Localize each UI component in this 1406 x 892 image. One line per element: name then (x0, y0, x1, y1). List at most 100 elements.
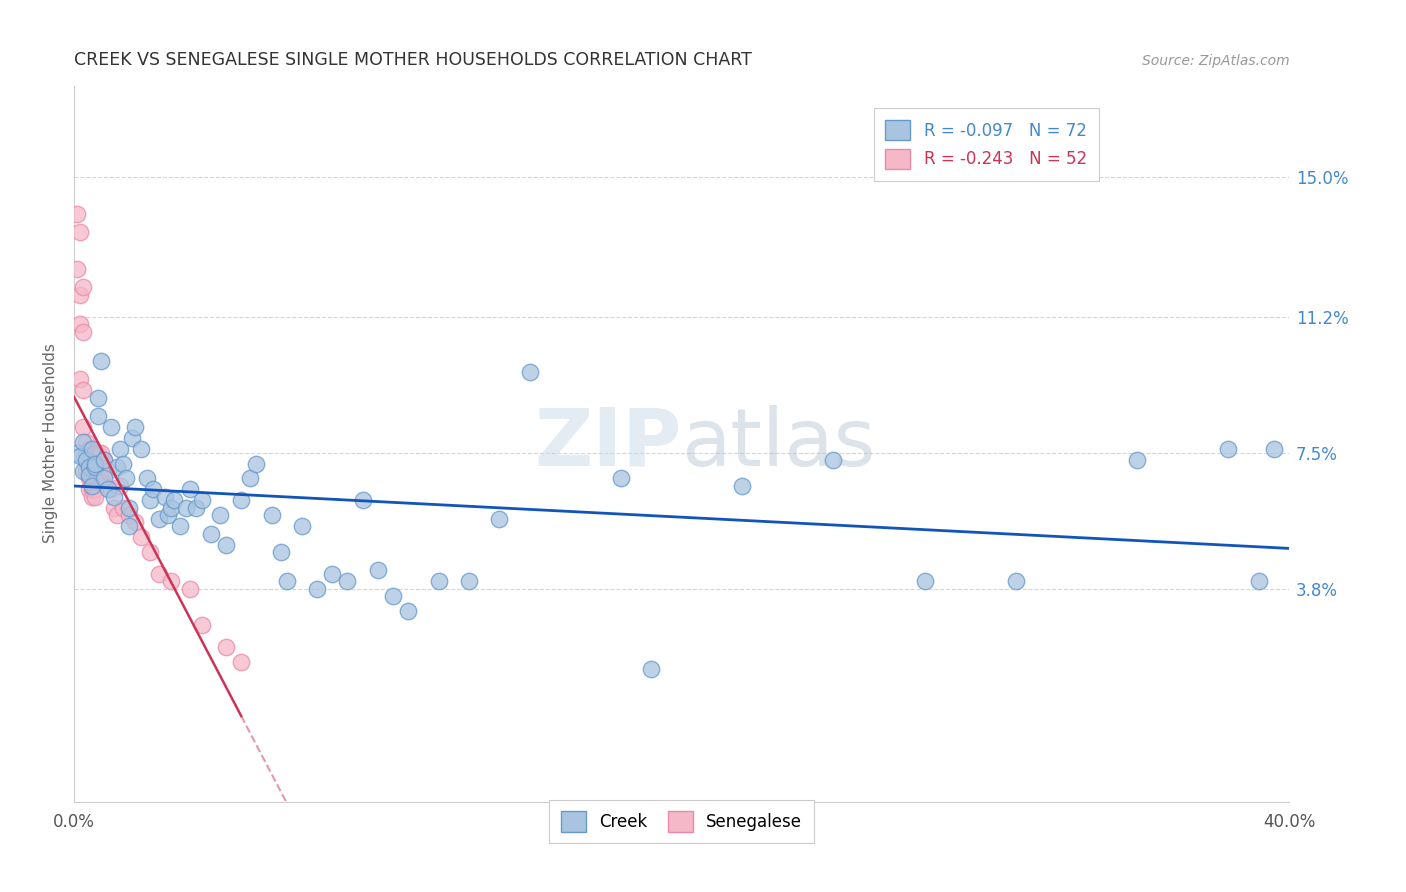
Point (176, 500, 198, 515)
Point (82, 442, 104, 456)
Point (84, 457, 107, 471)
Point (200, 526, 222, 541)
Point (77, 471, 100, 485)
Point (276, 574, 298, 589)
Point (77, 457, 100, 471)
Point (488, 512, 510, 526)
Text: Source: ZipAtlas.com: Source: ZipAtlas.com (1142, 54, 1289, 68)
Point (396, 604, 419, 618)
Point (69, 450, 91, 464)
Point (142, 483, 165, 497)
Point (208, 508, 231, 523)
Point (69, 226, 91, 240)
Point (245, 457, 267, 471)
Point (291, 519, 314, 533)
Point (66, 262, 89, 277)
Point (82, 450, 104, 464)
Point (105, 460, 128, 475)
Point (1218, 442, 1240, 456)
Point (93, 471, 115, 485)
Point (336, 574, 359, 589)
Point (260, 508, 283, 523)
Point (190, 493, 212, 508)
Point (69, 317, 91, 331)
Point (82, 490, 104, 504)
Point (124, 516, 146, 530)
Point (270, 545, 292, 559)
Point (66, 446, 89, 460)
Point (75, 464, 97, 478)
Point (914, 574, 936, 589)
Point (82, 479, 104, 493)
Point (190, 618, 212, 632)
Point (169, 519, 191, 533)
Point (75, 453, 97, 467)
Point (118, 500, 141, 515)
Point (118, 519, 141, 533)
Text: ZIP: ZIP (534, 405, 682, 483)
Point (75, 453, 97, 467)
Point (610, 471, 633, 485)
Point (1126, 453, 1149, 467)
Point (72, 384, 94, 398)
Point (367, 563, 389, 577)
Point (84, 483, 107, 497)
Point (77, 483, 100, 497)
Point (108, 442, 131, 456)
Point (731, 479, 754, 493)
Point (139, 545, 162, 559)
Point (114, 471, 136, 485)
Point (139, 493, 162, 508)
Point (103, 500, 125, 515)
Point (105, 508, 128, 523)
Point (111, 500, 134, 515)
Point (129, 442, 152, 456)
Point (82, 471, 104, 485)
Point (129, 530, 152, 544)
Point (136, 471, 159, 485)
Point (82, 483, 104, 497)
Point (84, 490, 107, 504)
Point (72, 280, 94, 294)
Point (66, 207, 89, 221)
Point (87, 391, 110, 405)
Point (1247, 574, 1270, 589)
Legend: Creek, Senegalese: Creek, Senegalese (550, 800, 814, 843)
Point (215, 640, 238, 655)
Point (72, 464, 94, 478)
Point (100, 420, 122, 434)
Point (84, 457, 107, 471)
Point (77, 460, 100, 475)
Point (111, 457, 134, 471)
Point (640, 662, 662, 676)
Point (93, 453, 115, 467)
Point (1263, 442, 1285, 456)
Point (160, 500, 183, 515)
Point (823, 453, 845, 467)
Point (72, 420, 94, 434)
Point (69, 372, 91, 386)
Point (519, 365, 541, 379)
Point (87, 471, 110, 485)
Point (148, 512, 170, 526)
Point (239, 471, 262, 485)
Point (160, 574, 183, 589)
Point (96, 483, 118, 497)
Point (77, 442, 100, 456)
Point (427, 574, 450, 589)
Point (72, 325, 94, 339)
Point (184, 500, 207, 515)
Point (72, 434, 94, 449)
Point (352, 493, 374, 508)
Point (103, 490, 125, 504)
Point (84, 464, 107, 478)
Point (90, 446, 112, 460)
Point (179, 483, 201, 497)
Point (124, 420, 146, 434)
Point (84, 446, 107, 460)
Point (321, 566, 343, 581)
Point (90, 471, 112, 485)
Point (90, 457, 112, 471)
Point (77, 467, 100, 482)
Point (84, 460, 107, 475)
